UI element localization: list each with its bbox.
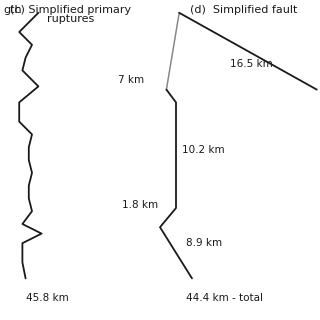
Text: 7 km: 7 km <box>118 75 145 85</box>
Text: 44.4 km - total: 44.4 km - total <box>186 292 263 303</box>
Text: (d)  Simplified fault: (d) Simplified fault <box>189 5 297 15</box>
Text: 8.9 km: 8.9 km <box>186 238 222 248</box>
Text: (c) Simplified primary: (c) Simplified primary <box>10 5 131 15</box>
Text: 1.8 km: 1.8 km <box>122 200 158 210</box>
Text: 16.5 km: 16.5 km <box>230 59 273 69</box>
Text: gth: gth <box>3 5 22 15</box>
Text: ruptures: ruptures <box>47 14 94 24</box>
Text: 10.2 km: 10.2 km <box>182 145 225 156</box>
Text: 45.8 km: 45.8 km <box>26 292 68 303</box>
